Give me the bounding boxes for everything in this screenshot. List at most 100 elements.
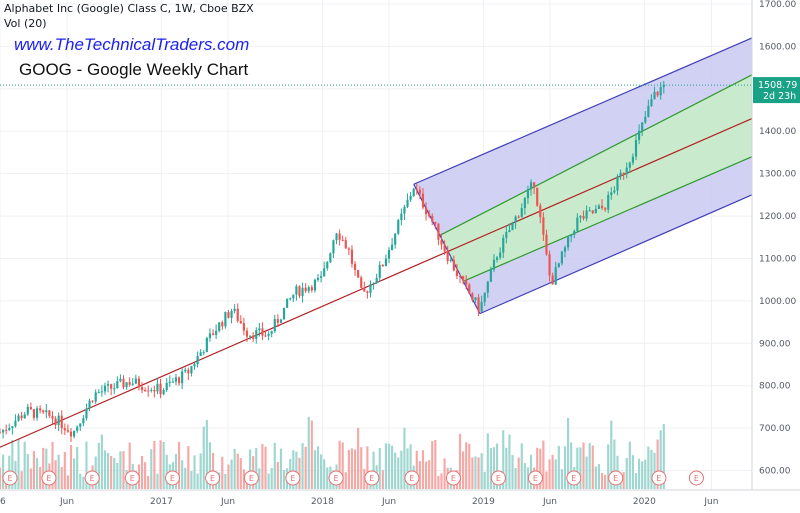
candle-body <box>5 429 8 431</box>
candle <box>542 212 545 241</box>
volume-bar <box>261 444 264 489</box>
volume-bar <box>539 448 542 489</box>
volume-bar <box>32 451 36 489</box>
volume-bar <box>471 457 474 489</box>
candle <box>440 233 443 250</box>
candle-body <box>526 189 530 199</box>
earnings-marker-circle <box>243 470 259 486</box>
volume-bar <box>23 441 26 489</box>
candle-body <box>542 217 545 235</box>
volume-bar <box>267 473 270 489</box>
candle-body <box>196 355 199 365</box>
candle <box>366 290 369 299</box>
candle <box>443 240 446 256</box>
candle-body <box>184 369 187 372</box>
candle <box>607 191 610 214</box>
candle <box>350 245 354 268</box>
volume-bar <box>610 420 613 489</box>
candle <box>424 202 428 221</box>
volume-bar <box>523 463 526 489</box>
earnings-marker-label: E <box>409 474 414 483</box>
candle-body <box>159 383 162 395</box>
candle-body <box>415 188 418 190</box>
volume-bar <box>634 473 638 489</box>
candle-body <box>134 378 137 384</box>
candle <box>511 221 514 231</box>
earnings-marker-circle <box>688 470 704 486</box>
candle <box>144 387 147 392</box>
candle <box>298 285 301 299</box>
candle <box>533 182 536 195</box>
candle <box>17 413 20 422</box>
volume-bar <box>440 473 443 489</box>
candle-body <box>434 221 437 224</box>
candle <box>184 367 187 374</box>
candle-body <box>267 333 270 336</box>
earnings-marker-circle <box>445 470 461 486</box>
volume-bar <box>508 434 511 489</box>
volume-bar <box>477 457 480 489</box>
volume-bar <box>462 451 465 489</box>
candle <box>548 250 551 282</box>
volume-bar <box>384 443 388 489</box>
earnings-marker-label: E <box>533 474 538 483</box>
candle <box>616 174 619 196</box>
candle-body <box>211 333 215 335</box>
earnings-marker-label: E <box>46 474 51 483</box>
earnings-marker-circle <box>364 470 380 486</box>
volume-bar <box>224 473 227 489</box>
candle-body <box>471 293 474 301</box>
candle-body <box>208 333 212 338</box>
volume-bar <box>662 424 665 489</box>
volume-bar <box>162 442 165 489</box>
candle-body <box>406 199 409 207</box>
last-price-tag <box>753 77 800 104</box>
candle <box>458 274 462 284</box>
volume-indicator-label[interactable]: Vol (20) <box>4 17 47 30</box>
candle <box>415 183 418 195</box>
candle-body <box>400 213 403 221</box>
earnings-marker-label: E <box>170 474 175 483</box>
earnings-marker: E <box>445 470 461 486</box>
candle <box>363 281 366 292</box>
volume-bar <box>35 458 39 489</box>
volume-bar <box>363 468 366 489</box>
volume-bar <box>585 456 588 489</box>
candle <box>499 247 502 260</box>
symbol-title[interactable]: Alphabet Inc (Google) Class C, 1W, Cboe … <box>4 2 254 15</box>
candle <box>381 264 384 267</box>
volume-bar <box>304 446 307 489</box>
candle-body <box>282 307 286 320</box>
price-tick-label: 1000.00 <box>759 297 796 307</box>
candle-body <box>273 319 276 332</box>
volume-bar <box>341 442 344 489</box>
candle <box>224 311 227 329</box>
candle <box>604 206 607 212</box>
time-axis[interactable]: 16 Jun 2017 Jun 2018 Jun 2019 Jun 2020 Jun <box>0 489 800 513</box>
candle-body <box>48 410 51 416</box>
volume-bar <box>20 471 23 489</box>
candle <box>520 203 523 218</box>
candle <box>344 236 347 249</box>
candle-body <box>517 216 520 218</box>
candle <box>576 213 579 233</box>
time-axis-background <box>0 490 800 513</box>
candle <box>353 261 357 276</box>
earnings-marker-label: E <box>130 474 135 483</box>
candle-body <box>193 364 196 367</box>
candle-body <box>316 277 320 280</box>
candle <box>310 285 313 293</box>
candle <box>387 247 391 264</box>
candle <box>233 304 236 314</box>
candle <box>486 280 489 298</box>
candle-body <box>585 210 588 219</box>
volume-bar <box>394 452 397 489</box>
candle-body <box>42 410 45 413</box>
volume-bar <box>607 444 610 489</box>
price-axis[interactable]: 600.00 700.00 800.00 900.00 1000.00 1100.00 12… <box>751 0 800 513</box>
candle <box>276 314 279 328</box>
candle-body <box>554 267 557 285</box>
candle-body <box>465 279 468 285</box>
